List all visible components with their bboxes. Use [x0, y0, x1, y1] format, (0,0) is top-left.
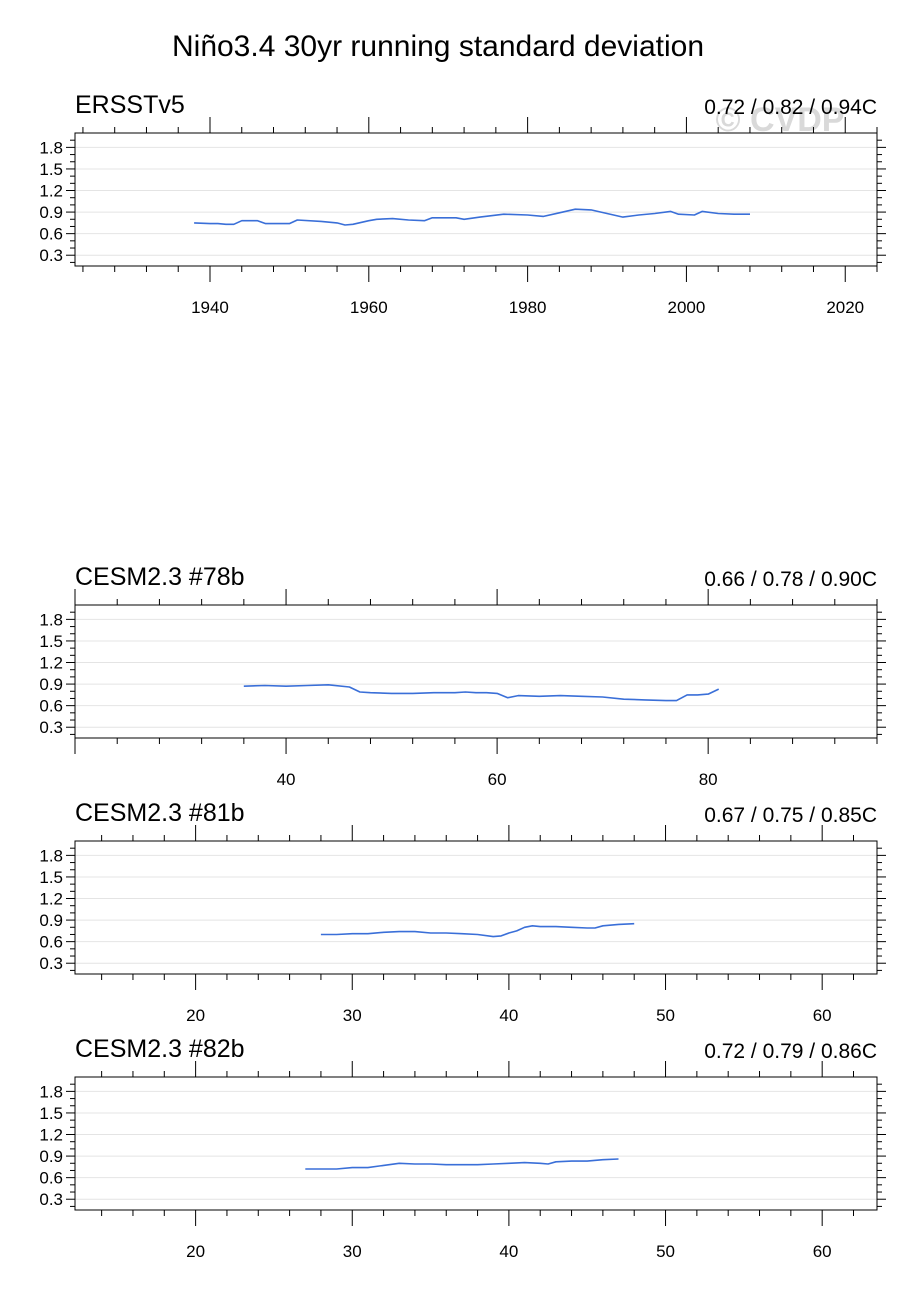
plot-frame: [74, 604, 878, 739]
x-tick-label: 1940: [191, 298, 229, 317]
panel-stats: 0.72 / 0.79 / 0.86C: [704, 1040, 877, 1063]
x-tick-label: 30: [343, 1006, 362, 1025]
x-tick-label: 50: [656, 1006, 675, 1025]
panel-title: CESM2.3 #82b: [75, 1035, 245, 1063]
x-tick-label: 50: [656, 1242, 675, 1261]
chart-panel-4: 0.3 0.6 0.9 1.2 1.5 1.8 20 30 40 50 60 CESM2.3 #82b…: [39, 1035, 886, 1261]
y-tick-label: 1.2: [39, 654, 63, 673]
y-tick-label: 0.3: [39, 1190, 63, 1209]
panel-title: CESM2.3 #81b: [75, 799, 245, 827]
x-tick-label: 2000: [668, 298, 706, 317]
y-tick-label: 0.9: [39, 203, 63, 222]
chart-panel-1: 0.3 0.6 0.9 1.2 1.5 1.8 1940 1960 1980 2000 2020 ER…: [39, 91, 886, 317]
y-tick-label: 0.6: [39, 225, 63, 244]
x-tick-label: 40: [499, 1006, 518, 1025]
x-tick-label: 30: [343, 1242, 362, 1261]
y-tick-label: 1.5: [39, 160, 63, 179]
chart-panel-2: 0.3 0.6 0.9 1.2 1.5 1.8 40 60 80 CESM2.3 #78b 0.66…: [39, 563, 886, 789]
y-tick-label: 1.8: [39, 1082, 63, 1101]
y-tick-label: 1.2: [39, 182, 63, 201]
y-tick-label: 0.9: [39, 675, 63, 694]
x-tick-label: 1980: [509, 298, 547, 317]
y-tick-label: 0.6: [39, 697, 63, 716]
chart-panel-3: 0.3 0.6 0.9 1.2 1.5 1.8 20 30 40 50 60 CESM2.3 #81b…: [39, 799, 886, 1025]
plot-frame: [74, 1076, 878, 1211]
panel-title: CESM2.3 #78b: [75, 563, 245, 591]
x-tick-label: 20: [186, 1242, 205, 1261]
y-tick-label: 1.8: [39, 610, 63, 629]
y-tick-label: 0.6: [39, 933, 63, 952]
y-tick-label: 1.5: [39, 632, 63, 651]
plot-frame: [74, 840, 878, 975]
series-line: [320, 922, 635, 938]
panel-stats: 0.66 / 0.78 / 0.90C: [704, 568, 877, 591]
y-tick-label: 1.2: [39, 1126, 63, 1145]
x-tick-label: 20: [186, 1006, 205, 1025]
x-tick-label: 60: [813, 1242, 832, 1261]
y-tick-label: 0.3: [39, 246, 63, 265]
x-tick-label: 2020: [826, 298, 864, 317]
y-tick-label: 0.3: [39, 718, 63, 737]
series-line: [194, 208, 750, 226]
panel-stats: 0.72 / 0.82 / 0.94C: [704, 96, 877, 119]
figure-title: Niño3.4 30yr running standard deviation: [172, 30, 704, 63]
y-tick-label: 0.9: [39, 911, 63, 930]
series-line: [243, 683, 720, 702]
y-tick-label: 0.6: [39, 1169, 63, 1188]
y-tick-label: 1.5: [39, 868, 63, 887]
x-tick-label: 80: [699, 770, 718, 789]
x-tick-label: 40: [277, 770, 296, 789]
y-tick-label: 0.9: [39, 1147, 63, 1166]
x-tick-label: 60: [813, 1006, 832, 1025]
x-tick-label: 60: [488, 770, 507, 789]
y-tick-label: 1.2: [39, 890, 63, 909]
x-tick-label: 1960: [350, 298, 388, 317]
x-tick-label: 40: [499, 1242, 518, 1261]
panel-stats: 0.67 / 0.75 / 0.85C: [704, 804, 877, 827]
series-line: [305, 1158, 619, 1170]
panel-title: ERSSTv5: [75, 91, 185, 119]
y-tick-label: 0.3: [39, 954, 63, 973]
y-tick-label: 1.8: [39, 138, 63, 157]
y-tick-label: 1.8: [39, 846, 63, 865]
plot-frame: [74, 132, 878, 267]
y-tick-label: 1.5: [39, 1104, 63, 1123]
